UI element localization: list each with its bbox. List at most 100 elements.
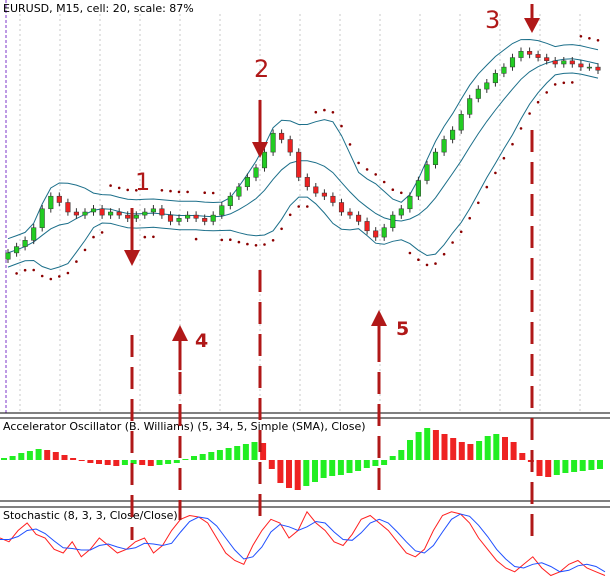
sar-dot <box>297 205 301 208</box>
down-arrow-3 <box>524 4 540 33</box>
sar-dot <box>485 185 489 189</box>
ao-bar <box>312 460 318 482</box>
ao-bar <box>519 453 526 460</box>
ao-bar <box>18 453 25 460</box>
sar-dot <box>374 173 378 176</box>
sar-dot <box>169 189 172 193</box>
candle-body <box>509 57 516 68</box>
candle-body <box>381 227 387 238</box>
ao-bar <box>61 455 68 460</box>
candle-body <box>227 195 233 206</box>
candle-body <box>159 208 165 216</box>
price-panel: EURUSD, M15, cell: 20, scale: 87% <box>0 0 610 413</box>
sar-dot <box>152 235 155 239</box>
candle-body <box>253 167 259 178</box>
ao-bar <box>294 460 301 490</box>
candle-body <box>595 66 601 71</box>
sar-dot <box>58 275 61 278</box>
ao-bar <box>52 452 59 460</box>
candle-body <box>578 63 584 68</box>
grid <box>19 14 581 413</box>
candle-body <box>561 60 567 65</box>
ao-bar <box>113 460 120 466</box>
ao-bar <box>484 436 491 460</box>
sar-dot <box>519 127 523 130</box>
ao-bar <box>147 460 154 466</box>
sar-dot <box>511 142 514 146</box>
candle-body <box>167 214 174 222</box>
ao-bar <box>441 434 448 460</box>
ao-bar <box>242 444 249 460</box>
annotation-label-5: 5 <box>396 318 409 340</box>
sar-dot <box>502 156 506 160</box>
ao-bar <box>450 438 457 460</box>
ao-bar <box>553 460 560 475</box>
candle-body <box>236 186 242 197</box>
sar-dot <box>545 91 548 94</box>
ao-bar <box>286 460 292 488</box>
sar-dot <box>468 216 472 220</box>
sar-dot <box>408 251 412 255</box>
candle-body <box>31 227 37 241</box>
ao-bar <box>381 460 388 465</box>
sar-dot <box>135 189 138 192</box>
sar-dot <box>92 235 95 239</box>
candle-body <box>398 208 404 216</box>
sar-dot <box>160 189 164 192</box>
candle-body <box>330 195 336 203</box>
ao-bar <box>9 456 16 460</box>
sar-dot <box>579 35 583 38</box>
ao-bar <box>467 444 474 460</box>
sar-dot <box>32 268 35 272</box>
candle-body <box>296 151 302 178</box>
candle-body <box>441 139 447 153</box>
candle-body <box>501 66 507 74</box>
sar-dot <box>494 171 497 175</box>
stochastic-panel: Stochastic (8, 3, 3, Close/Close) <box>0 509 606 577</box>
candle-body <box>432 151 439 165</box>
parabolic-sar <box>15 35 600 281</box>
panel-separators <box>0 412 610 508</box>
sar-dot <box>23 268 27 272</box>
candle-body <box>424 164 430 181</box>
candle-body <box>125 214 131 219</box>
down-arrow-2 <box>252 100 268 158</box>
candle-body <box>450 129 456 140</box>
ao-bar <box>389 456 396 460</box>
ao-bar <box>173 460 180 463</box>
sar-dot <box>75 260 78 263</box>
candle-body <box>415 180 421 197</box>
candle-body <box>48 195 54 210</box>
sar-dot <box>15 272 18 275</box>
ao-bar <box>225 448 232 460</box>
ao-bar <box>277 460 284 483</box>
ao-bar <box>70 458 77 460</box>
sar-dot <box>306 205 309 208</box>
down-arrow-1 <box>124 208 140 266</box>
price-panel-bg <box>0 0 610 413</box>
candle-body <box>73 211 79 216</box>
ao-bar <box>415 432 422 460</box>
candle-body <box>176 218 182 222</box>
sar-dot <box>348 143 352 146</box>
stochastic-lines <box>0 510 606 577</box>
sar-dot <box>271 239 275 242</box>
ao-bar <box>476 441 483 460</box>
candle-body <box>133 214 139 219</box>
candle-body <box>492 73 498 84</box>
ao-bar <box>337 460 344 475</box>
bollinger-upper <box>7 38 599 240</box>
candle-body <box>5 252 11 260</box>
sar-dot <box>66 271 70 275</box>
ao-bar <box>26 451 33 460</box>
ao-bar <box>191 456 197 460</box>
ao-bar <box>346 460 353 473</box>
candle-body <box>39 208 45 228</box>
ao-bar <box>199 454 206 460</box>
candle-body <box>407 195 413 210</box>
ao-bar <box>130 460 137 464</box>
ao-bar <box>502 437 508 460</box>
sar-dot <box>126 188 129 192</box>
candle-body <box>185 214 191 219</box>
ao-bar <box>182 459 189 460</box>
